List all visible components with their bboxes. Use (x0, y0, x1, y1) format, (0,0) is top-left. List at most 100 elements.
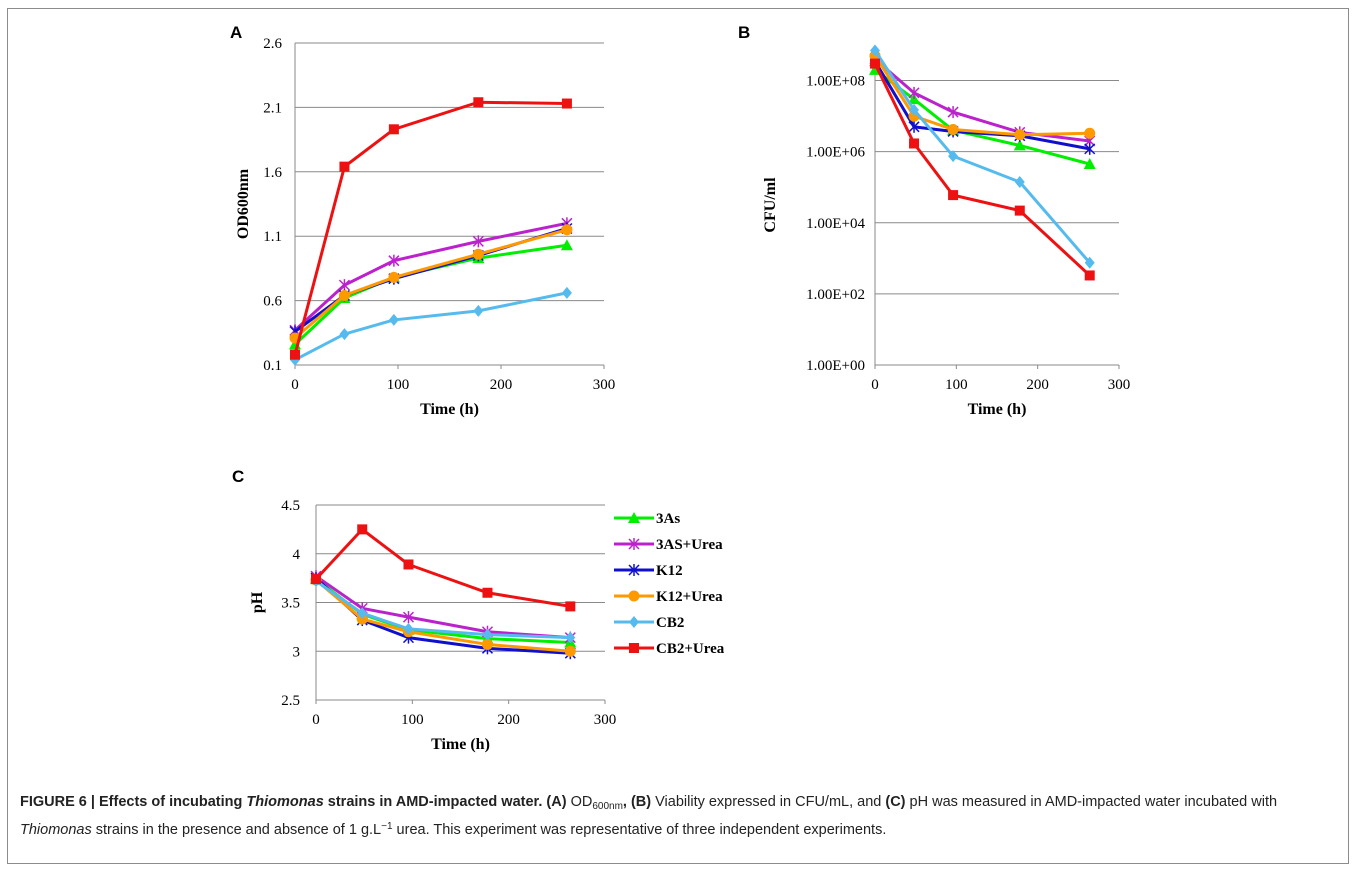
y-tick-label: 2.6 (263, 36, 282, 52)
y-tick-label: 3 (293, 644, 301, 660)
data-point (870, 44, 880, 57)
legend-marker (628, 590, 640, 602)
legend-label: CB2 (656, 615, 684, 631)
caption-b-label: , (B) (622, 794, 656, 810)
data-point (473, 304, 484, 317)
series-3as (289, 239, 573, 350)
caption-a-label: (A) (542, 794, 571, 810)
legend-entry: K12 (614, 563, 683, 579)
data-point (948, 150, 959, 163)
x-tick-label: 100 (387, 377, 410, 393)
data-point (1084, 127, 1096, 139)
data-point (909, 103, 920, 116)
legend-entry: CB2+Urea (614, 641, 725, 657)
series-line (294, 228, 568, 340)
legend-marker (628, 538, 640, 550)
figure-caption: FIGURE 6 | Effects of incubating Thiomon… (20, 792, 1340, 840)
series-3as (869, 63, 1096, 169)
panel-b-chart: B 1.00E+00 1.00E+02 1.00E+04 1.00E+06 1.00E+0… (738, 23, 1130, 418)
data-point (908, 86, 920, 99)
series-k12-urea (289, 224, 573, 344)
y-axis-title: CFU/ml (762, 177, 779, 233)
legend: 3As 3AS+Urea K12 K12+Urea CB2 CB2+Urea (614, 511, 725, 657)
data-point (1014, 205, 1025, 216)
data-point (403, 559, 414, 570)
data-point (870, 58, 880, 69)
legend-label: 3AS+Urea (656, 537, 723, 553)
data-point (561, 224, 573, 236)
y-tick-label: 2.1 (263, 100, 282, 116)
caption-label: FIGURE 6 | Effects of incubating (20, 794, 247, 810)
x-tick-label: 200 (490, 377, 513, 393)
caption-title-end: strains in AMD-impacted water. (323, 794, 543, 810)
x-tick-label: 0 (871, 377, 879, 393)
data-point (1083, 157, 1096, 169)
legend-marker (628, 564, 640, 576)
figure-frame (7, 8, 1349, 864)
series-cb2-urea (311, 524, 576, 612)
y-tick-label: 4.5 (281, 498, 300, 514)
x-tick-label: 100 (401, 712, 424, 728)
series-k12-urea (310, 574, 576, 657)
legend-entry: CB2 (614, 615, 684, 631)
legend-marker (629, 616, 639, 628)
data-point (482, 628, 493, 641)
series-cb2-urea (870, 58, 1095, 281)
data-point (564, 645, 576, 657)
data-point (388, 124, 399, 135)
data-point (565, 601, 576, 612)
data-point (388, 271, 400, 283)
caption-od-sub: 600nm (592, 801, 623, 812)
data-point (338, 289, 350, 301)
caption-c-text: pH was measured in AMD-impacted water in… (909, 794, 1278, 810)
series-cb2-urea (290, 97, 572, 360)
legend-label: K12+Urea (656, 589, 723, 605)
x-tick-label: 200 (1026, 377, 1049, 393)
data-point (1014, 129, 1026, 141)
x-tick-label: 300 (594, 712, 617, 728)
data-point (1013, 139, 1026, 151)
x-tick-label: 0 (312, 712, 320, 728)
data-point (472, 248, 484, 260)
x-tick-label: 300 (593, 377, 616, 393)
legend-entry: 3As (614, 511, 680, 527)
data-point (357, 607, 368, 620)
data-point (909, 138, 920, 149)
y-tick-label: 1.00E+06 (806, 145, 865, 161)
x-axis-title: Time (h) (431, 736, 490, 753)
series-cb2 (870, 44, 1095, 269)
legend-marker (629, 643, 639, 653)
y-tick-label: 1.00E+02 (806, 287, 865, 303)
series-k12 (869, 55, 1096, 155)
caption-genus-2: Thiomonas (20, 822, 92, 838)
caption-genus: Thiomonas (246, 794, 324, 810)
data-point (1084, 256, 1095, 269)
x-tick-label: 300 (1108, 377, 1131, 393)
data-point (338, 279, 350, 292)
panel-a-chart: A 0.1 0.6 1.1 1.6 2.1 2.6 0 100 200 300 Time (h) OD6… (230, 23, 615, 418)
series-k12 (310, 572, 576, 660)
data-point (388, 313, 399, 326)
y-tick-label: 1.6 (263, 165, 282, 181)
data-point (561, 98, 572, 109)
legend-label: CB2+Urea (656, 641, 725, 657)
data-point (1084, 270, 1095, 281)
panel-letter-b: B (738, 23, 750, 42)
y-tick-label: 1.1 (263, 229, 282, 245)
y-tick-label: 3.5 (281, 596, 300, 612)
panel-letter-c: C (232, 467, 244, 486)
series-line (315, 579, 571, 640)
x-tick-label: 0 (291, 377, 299, 393)
data-point (472, 235, 484, 248)
caption-od: OD (570, 794, 593, 810)
data-point (1084, 142, 1096, 155)
y-tick-label: 0.6 (263, 294, 282, 310)
legend-marker (628, 512, 640, 523)
y-tick-label: 0.1 (263, 358, 282, 374)
series-line (314, 527, 571, 608)
x-axis-title: Time (h) (420, 401, 479, 418)
data-point (908, 120, 920, 133)
y-tick-label: 4 (293, 547, 301, 563)
caption-b-text: Viability expressed in CFU/mL, and (655, 794, 886, 810)
